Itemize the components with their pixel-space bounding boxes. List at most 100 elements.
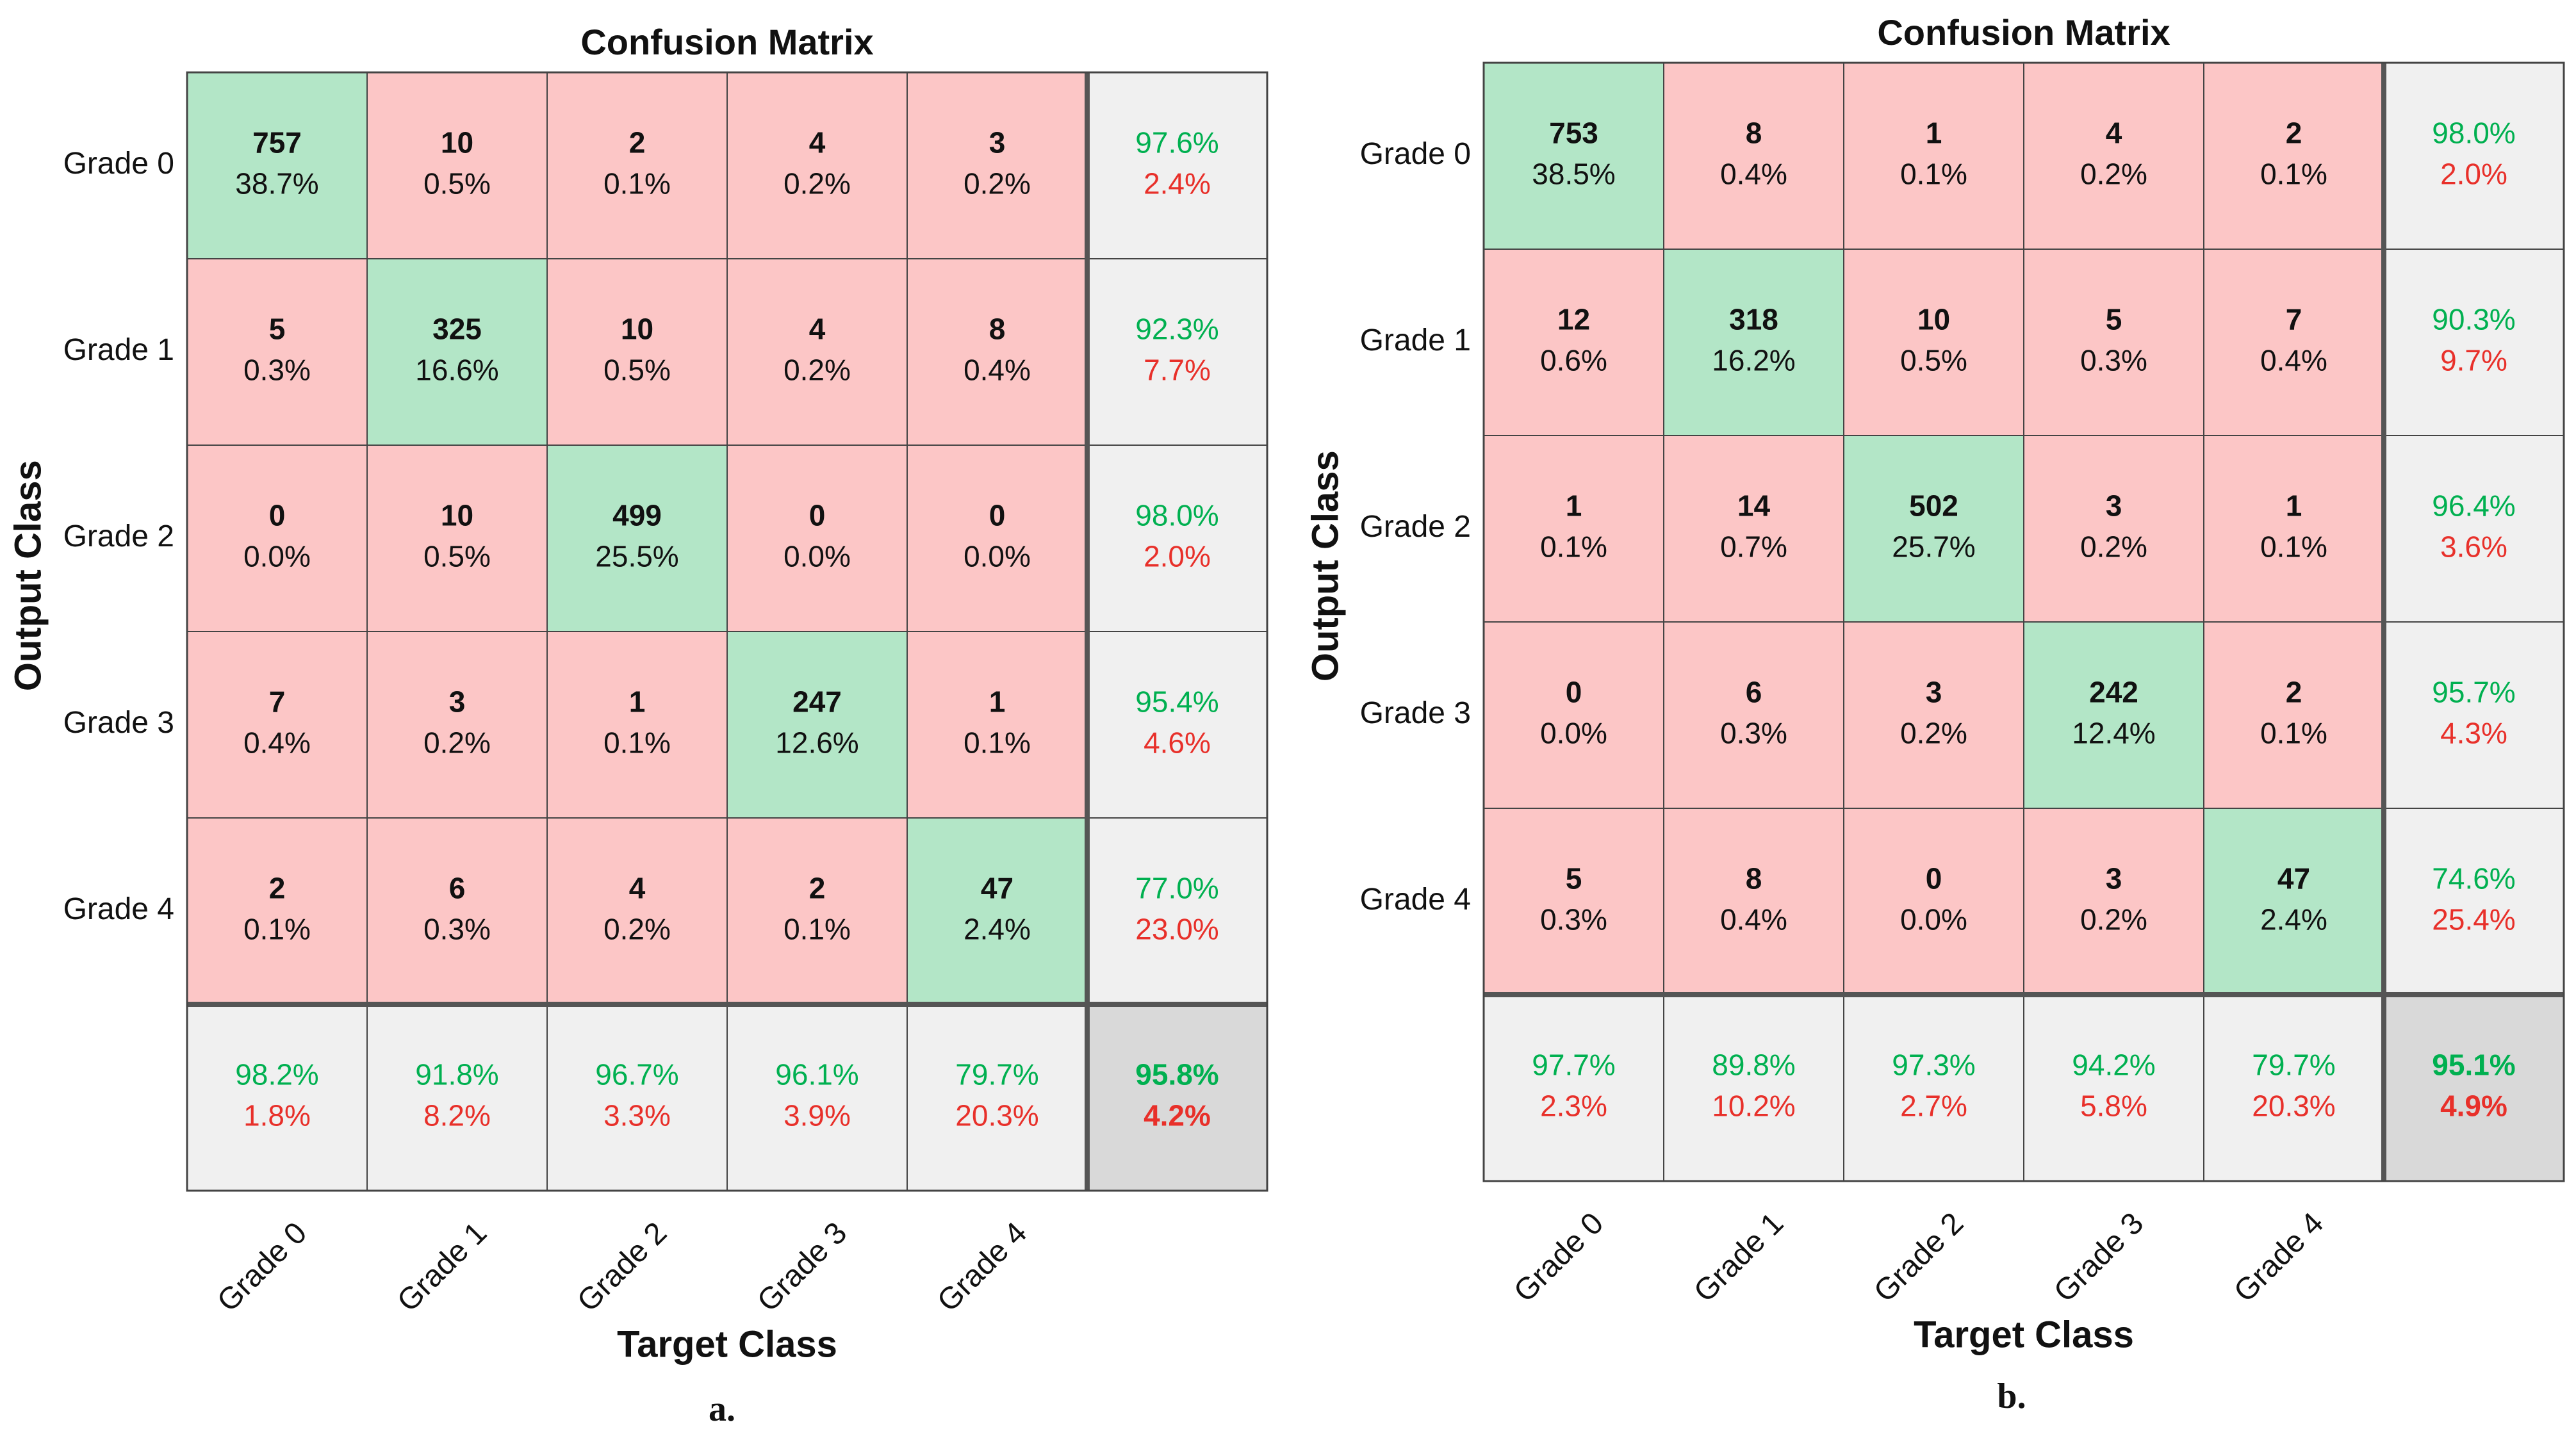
cell-count: 0: [269, 499, 286, 532]
matrix-cell: 10 0.5%: [546, 258, 728, 446]
cell-percent: 25.7%: [1892, 530, 1975, 564]
matrix-cell: 7 0.4%: [186, 631, 368, 819]
cell-background: [2023, 435, 2204, 623]
cell-percent: 0.1%: [603, 726, 671, 760]
matrix-cell: 247 12.6%: [726, 631, 908, 819]
cell-count: 2: [629, 126, 646, 159]
row-tick-label: Grade 2: [63, 519, 174, 553]
matrix-cell: 502 25.7%: [1843, 435, 2024, 623]
cell-percent: 0.5%: [1900, 344, 1967, 377]
summary-error: 1.8%: [243, 1099, 311, 1132]
cell-percent: 25.5%: [595, 540, 678, 573]
cell-background: [186, 258, 368, 446]
summary-correct: 89.8%: [1712, 1048, 1795, 1082]
summary-correct: 95.7%: [2432, 676, 2515, 709]
cell-percent: 0.4%: [243, 726, 311, 760]
cell-percent: 0.2%: [783, 167, 851, 200]
cell-count: 5: [1566, 862, 1582, 895]
col-summary-cell: 97.3% 2.7%: [1843, 994, 2024, 1182]
row-summary-cell: 98.0% 2.0%: [1087, 445, 1268, 632]
cell-background: [1483, 249, 1664, 436]
cell-background: [907, 258, 1088, 446]
cell-count: 10: [441, 499, 473, 532]
cell-percent: 0.2%: [1900, 717, 1967, 750]
cell-count: 6: [449, 872, 466, 905]
matrix-cell: 5 0.3%: [2023, 249, 2204, 436]
cell-count: 3: [1926, 676, 1942, 709]
cell-background: [2203, 435, 2384, 623]
cell-background: [546, 445, 728, 632]
overall-correct: 95.8%: [1135, 1058, 1218, 1091]
matrix-cell: 1 0.1%: [907, 631, 1088, 819]
cell-background: [907, 72, 1088, 259]
cell-percent: 0.3%: [1540, 903, 1607, 936]
cell-background: [186, 445, 368, 632]
row-tick-label: Grade 3: [1360, 696, 1471, 730]
summary-background: [907, 1004, 1088, 1191]
col-summary-cell: 97.7% 2.3%: [1483, 994, 1664, 1182]
summary-error: 10.2%: [1712, 1089, 1795, 1123]
cell-background: [186, 72, 368, 259]
cell-count: 1: [2286, 489, 2302, 523]
summary-background: [2383, 62, 2564, 250]
cell-percent: 0.4%: [1720, 903, 1787, 936]
row-summary-cell: 77.0% 23.0%: [1087, 817, 1268, 1005]
row-summary-cell: 95.4% 4.6%: [1087, 631, 1268, 819]
col-summary-cell: 94.2% 5.8%: [2023, 994, 2204, 1182]
summary-background: [2383, 435, 2564, 623]
cell-background: [907, 817, 1088, 1005]
matrix-cell: 242 12.4%: [2023, 621, 2204, 809]
matrix-cell: 47 2.4%: [907, 817, 1088, 1005]
cell-percent: 12.6%: [775, 726, 858, 760]
matrix-cell: 8 0.4%: [1663, 808, 1844, 995]
overall-accuracy-cell: 95.1% 4.9%: [2383, 994, 2564, 1182]
row-summary-cell: 92.3% 7.7%: [1087, 258, 1268, 446]
matrix-cell: 1 0.1%: [2203, 435, 2384, 623]
cell-count: 3: [2106, 862, 2122, 895]
x-axis-label: Target Class: [1914, 1314, 2134, 1355]
cell-count: 47: [2277, 862, 2310, 895]
row-tick-label: Grade 1: [63, 333, 174, 367]
cell-count: 1: [629, 685, 646, 719]
matrix-cell: 4 0.2%: [2023, 62, 2204, 250]
cell-percent: 0.1%: [783, 913, 851, 946]
cell-count: 757: [252, 126, 302, 159]
cell-count: 8: [989, 313, 1006, 346]
summary-background: [2383, 249, 2564, 436]
cell-background: [1483, 621, 1664, 809]
y-axis-label: Output Class: [7, 460, 49, 691]
matrix-cell: 1 0.1%: [546, 631, 728, 819]
summary-error: 2.7%: [1900, 1089, 1967, 1123]
summary-background: [1483, 994, 1664, 1182]
summary-error: 25.4%: [2432, 903, 2515, 936]
summary-error: 20.3%: [2252, 1089, 2335, 1123]
cell-percent: 0.1%: [1900, 158, 1967, 191]
cell-percent: 0.1%: [1540, 530, 1607, 564]
matrix-cell: 2 0.1%: [2203, 62, 2384, 250]
summary-error: 9.7%: [2440, 344, 2507, 377]
cell-percent: 0.2%: [2080, 158, 2147, 191]
cell-count: 5: [2106, 303, 2122, 336]
figure-caption: b.: [1997, 1376, 2026, 1416]
cell-percent: 0.0%: [1540, 717, 1607, 750]
matrix-cell: 3 0.2%: [2023, 435, 2204, 623]
matrix-cell: 325 16.6%: [366, 258, 548, 446]
cell-background: [186, 631, 368, 819]
cell-count: 4: [2106, 117, 2122, 150]
y-axis-label: Output Class: [1304, 450, 1346, 681]
cell-count: 0: [1566, 676, 1582, 709]
cell-background: [546, 258, 728, 446]
row-summary-cell: 96.4% 3.6%: [2383, 435, 2564, 623]
matrix-cell: 4 0.2%: [726, 72, 908, 259]
matrix-cell: 7 0.4%: [2203, 249, 2384, 436]
summary-correct: 94.2%: [2072, 1048, 2155, 1082]
cell-count: 6: [1746, 676, 1762, 709]
col-tick-label: Grade 2: [1867, 1206, 1970, 1309]
cell-percent: 0.1%: [2260, 158, 2327, 191]
cell-percent: 0.0%: [1900, 903, 1967, 936]
row-summary-cell: 98.0% 2.0%: [2383, 62, 2564, 250]
matrix-cell: 0 0.0%: [1843, 808, 2024, 995]
summary-correct: 79.7%: [955, 1058, 1038, 1091]
summary-correct: 98.0%: [2432, 117, 2515, 150]
